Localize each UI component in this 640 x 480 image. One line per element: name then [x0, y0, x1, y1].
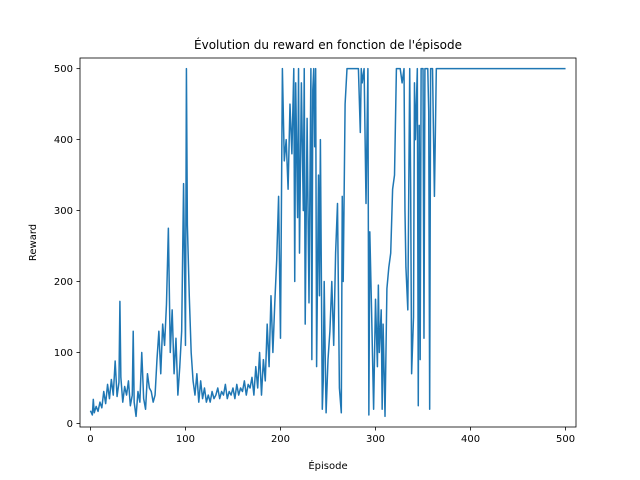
x-axis-ticks: 0 100 200 300 400 500	[87, 427, 575, 445]
x-tick-label: 300	[366, 434, 385, 445]
x-tick-label: 500	[556, 434, 575, 445]
y-tick-label: 400	[54, 135, 73, 146]
plot-area	[89, 67, 566, 418]
y-tick-label: 300	[54, 206, 73, 217]
x-axis-label: Épisode	[308, 459, 347, 472]
y-tick-label: 0	[67, 419, 73, 430]
x-tick-label: 100	[176, 434, 195, 445]
axes-frame	[79, 57, 577, 428]
y-axis-ticks: 0 100 200 300 400 500	[54, 64, 80, 430]
x-tick-label: 200	[271, 434, 290, 445]
x-tick-label: 400	[461, 434, 480, 445]
y-tick-label: 500	[54, 64, 73, 75]
y-tick-label: 100	[54, 348, 73, 359]
chart-title: Évolution du reward en fonction de l'épi…	[194, 37, 462, 52]
y-tick-label: 200	[54, 277, 73, 288]
series-line-reward	[89, 67, 566, 418]
x-tick-label: 0	[87, 434, 93, 445]
y-axis-label: Reward	[28, 224, 39, 261]
